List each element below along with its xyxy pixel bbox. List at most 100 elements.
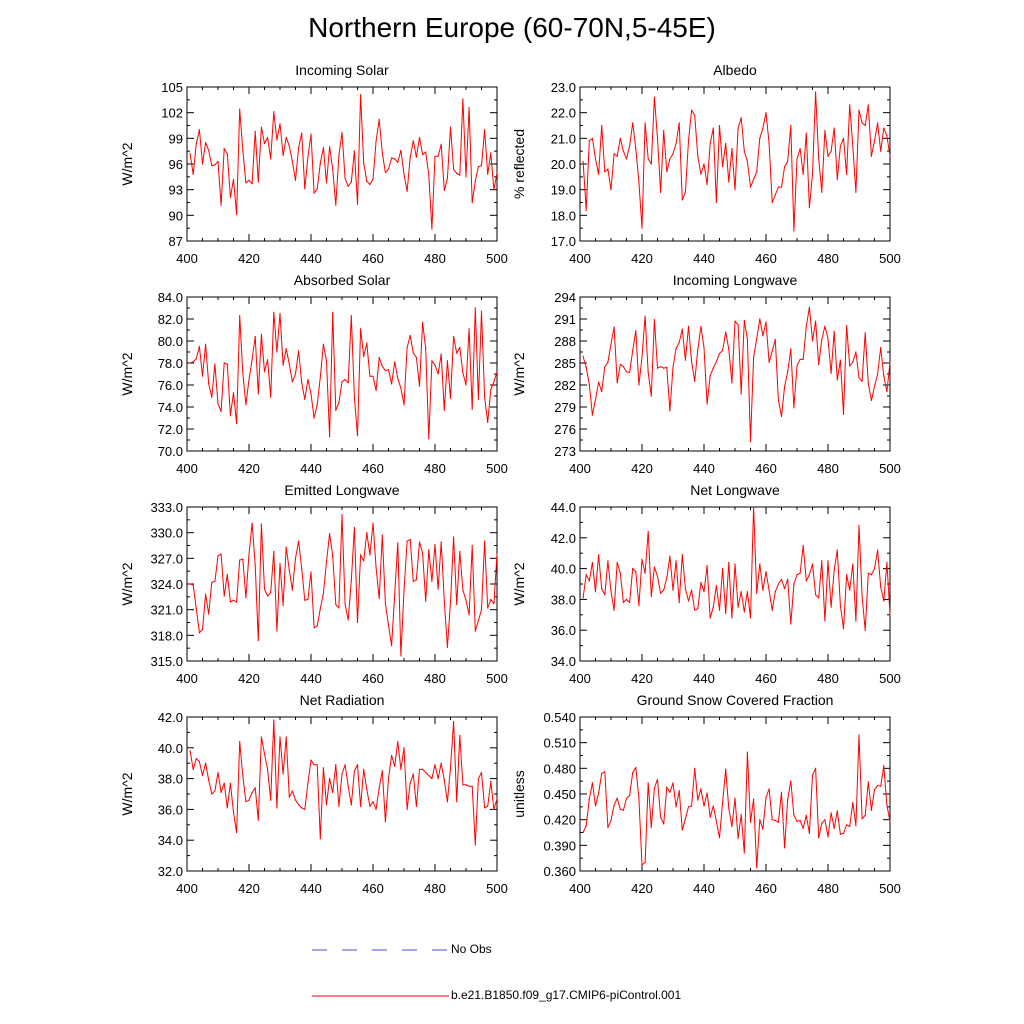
data-point [787,160,789,163]
data-point [815,767,817,769]
data-point [425,600,427,602]
series-line [189,514,498,657]
data-point [824,325,826,327]
data-point [195,358,197,360]
data-point [418,136,421,139]
data-point [201,163,204,165]
x-tick-label: 460 [362,671,384,686]
panel-emitted-longwave: 400 420 440 460 480 500 315.0 318.0 321.0 324.0 32… [119,482,508,686]
data-point [858,377,860,379]
data-point [338,805,340,807]
data-point [409,334,411,337]
data-point [254,130,256,133]
data-point [211,396,213,398]
data-point [675,142,677,145]
data-point [459,347,461,349]
data-point [437,373,439,375]
data-point [833,127,835,129]
data-point [490,781,492,783]
data-point [824,620,826,622]
data-point [594,399,597,401]
data-point [697,155,699,157]
data-point [588,580,590,582]
data-point [415,356,417,359]
data-point [700,788,702,790]
data-point [480,771,483,774]
data-point [638,604,640,607]
data-point [462,372,464,374]
data-point [799,572,801,574]
data-point [839,145,842,147]
data-point [242,149,244,151]
data-point [242,774,244,777]
data-point [616,155,618,157]
data-point [749,186,752,188]
data-point [313,192,315,194]
y-tick-label: 34.0 [158,833,183,848]
data-point [462,784,464,786]
y-axis-label: W/m^2 [511,562,527,605]
data-point [229,601,231,603]
data-point [830,372,832,374]
data-point [811,774,814,776]
data-point [802,544,804,547]
data-point [375,389,377,392]
data-point [363,560,365,562]
data-point [307,378,309,381]
data-point [211,793,213,795]
x-tick-label: 500 [879,671,901,686]
data-point [591,561,594,564]
data-point [684,359,687,361]
data-point [232,392,235,394]
data-point [784,385,786,388]
data-point [712,127,714,129]
data-point [787,798,789,800]
data-point [270,591,272,594]
y-tick-label: 282 [554,378,576,393]
data-point [211,581,213,583]
data-point [254,564,256,566]
data-point [660,366,662,368]
data-point [291,381,293,383]
data-point [656,367,659,369]
data-point [301,807,303,809]
x-tick-label: 500 [879,461,901,476]
data-point [422,552,424,554]
data-point [415,805,417,807]
data-point [694,767,696,769]
data-point [217,771,219,774]
data-point [821,338,823,341]
data-point [641,227,643,229]
data-point [440,762,442,764]
y-tick-label: 90 [169,208,183,223]
data-point [880,785,882,787]
data-point [712,606,714,608]
data-point [827,560,829,562]
data-point [644,122,646,124]
y-axis-label: unitless [511,770,527,817]
data-point [201,628,204,630]
data-point [777,399,780,401]
data-point [768,361,770,363]
data-point [870,574,873,576]
x-tick-label: 440 [300,251,322,266]
x-tick-label: 440 [693,251,715,266]
data-point [236,213,238,216]
data-point [434,155,436,157]
data-point [725,142,727,145]
data-point [666,171,668,173]
data-point [650,595,652,597]
data-point [598,792,600,794]
data-point [276,351,278,353]
data-point [771,350,773,352]
data-point [468,614,470,616]
data-point [629,371,631,374]
data-point [780,578,783,580]
y-tick-label: 105 [161,80,183,95]
data-point [694,114,696,116]
data-point [310,393,312,395]
data-point [192,173,194,175]
data-point [774,194,776,196]
data-point [471,544,473,547]
data-point [381,365,383,367]
